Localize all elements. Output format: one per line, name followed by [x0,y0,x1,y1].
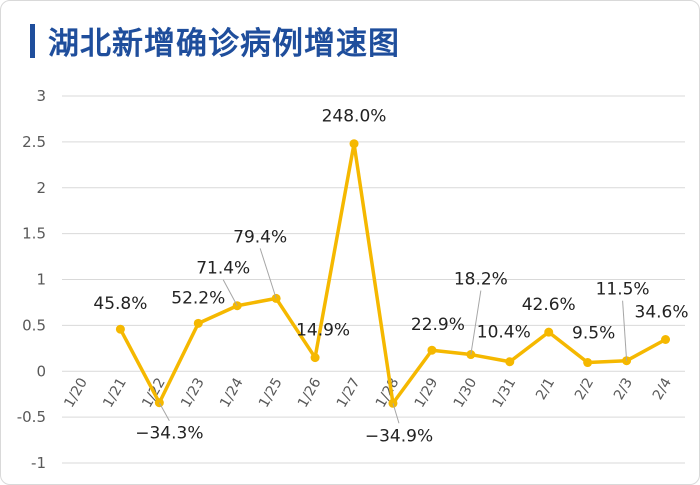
x-tick-label: 2/4 [650,375,675,403]
y-tick-label: 2.5 [22,133,46,151]
data-label: 248.0% [322,107,387,127]
data-label: 52.2% [171,288,225,308]
data-label: 71.4% [196,259,250,279]
x-tick-label: 1/29 [412,375,442,410]
y-tick-label: 3 [36,87,46,105]
data-label: 9.5% [572,324,615,344]
data-label-leader [392,403,400,424]
x-tick-label: 1/21 [100,375,130,410]
data-label: 14.9% [296,321,350,341]
x-tick-label: 1/23 [178,375,208,410]
x-tick-label: 1/20 [61,375,91,410]
data-point [661,335,671,345]
data-point [349,139,359,149]
data-point [310,353,320,363]
data-point [583,358,593,368]
data-point [115,324,125,334]
x-tick-label: 2/1 [533,375,558,403]
data-point [427,345,437,355]
data-label-leader [222,279,238,306]
data-label-leader [259,248,277,299]
y-tick-label: 0 [36,362,46,380]
x-tick-label: 1/30 [451,375,481,410]
data-label: 18.2% [454,270,508,290]
data-label: 42.6% [522,295,576,315]
chart-title: 湖北新增确诊病例增速图 [48,26,400,62]
data-label-leader [622,300,628,361]
data-point [505,357,515,367]
data-label-leader [470,290,482,355]
data-point [544,327,554,337]
x-tick-label: 1/24 [217,375,247,410]
data-label-leader [158,402,170,421]
x-tick-label: 1/31 [490,375,520,410]
x-tick-label: 2/3 [611,375,636,403]
data-point [193,318,203,328]
data-label: −34.9% [365,426,433,446]
x-tick-label: 1/25 [256,375,286,410]
data-label: 11.5% [596,280,650,300]
data-label: 79.4% [233,227,287,247]
data-label: 45.8% [93,294,147,314]
x-tick-label: 1/27 [334,375,364,410]
data-label: 10.4% [477,323,531,343]
x-tick-label: 2/2 [572,375,597,403]
y-tick-label: -0.5 [17,408,46,426]
title-accent-bar [30,24,35,58]
data-label: 22.9% [411,315,465,335]
y-tick-label: 1.5 [22,225,46,243]
y-tick-label: 0.5 [22,316,46,334]
y-tick-label: 2 [36,179,46,197]
data-label: 34.6% [635,303,689,323]
y-tick-label: -1 [31,454,46,472]
data-label: −34.3% [135,424,203,444]
x-tick-label: 1/26 [295,375,325,410]
y-tick-label: 1 [36,271,46,289]
x-tick-label: 1/28 [373,375,403,410]
